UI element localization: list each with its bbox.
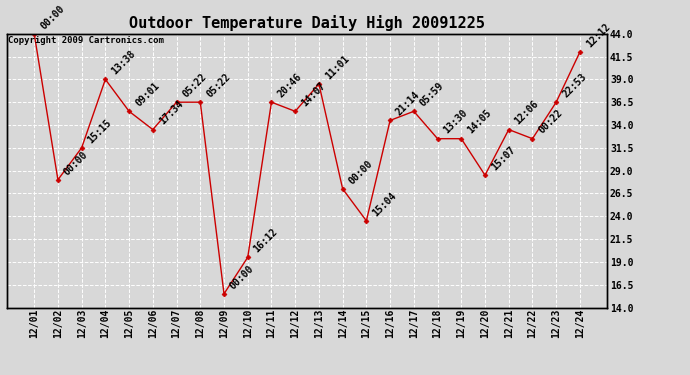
Text: 00:22: 00:22	[537, 108, 564, 136]
Text: 00:00: 00:00	[228, 263, 256, 291]
Text: 14:05: 14:05	[466, 108, 493, 136]
Text: 05:59: 05:59	[418, 81, 446, 108]
Text: 11:01: 11:01	[323, 53, 351, 81]
Text: 16:12: 16:12	[252, 227, 279, 255]
Text: 00:00: 00:00	[62, 149, 90, 177]
Text: 20:46: 20:46	[275, 72, 304, 99]
Text: 22:53: 22:53	[560, 72, 588, 99]
Text: Copyright 2009 Cartronics.com: Copyright 2009 Cartronics.com	[8, 36, 164, 45]
Text: 13:38: 13:38	[110, 49, 137, 76]
Text: 21:14: 21:14	[394, 90, 422, 118]
Text: 00:00: 00:00	[39, 3, 66, 31]
Text: 12:06: 12:06	[513, 99, 541, 127]
Text: 15:15: 15:15	[86, 117, 114, 145]
Text: 05:22: 05:22	[181, 72, 208, 99]
Text: 15:07: 15:07	[489, 145, 517, 172]
Title: Outdoor Temperature Daily High 20091225: Outdoor Temperature Daily High 20091225	[129, 15, 485, 31]
Text: 09:01: 09:01	[133, 81, 161, 108]
Text: 12:12: 12:12	[584, 21, 612, 49]
Text: 05:22: 05:22	[204, 72, 233, 99]
Text: 14:07: 14:07	[299, 81, 327, 108]
Text: 15:04: 15:04	[371, 190, 398, 218]
Text: 00:00: 00:00	[347, 158, 375, 186]
Text: 13:30: 13:30	[442, 108, 470, 136]
Text: 17:34: 17:34	[157, 99, 185, 127]
